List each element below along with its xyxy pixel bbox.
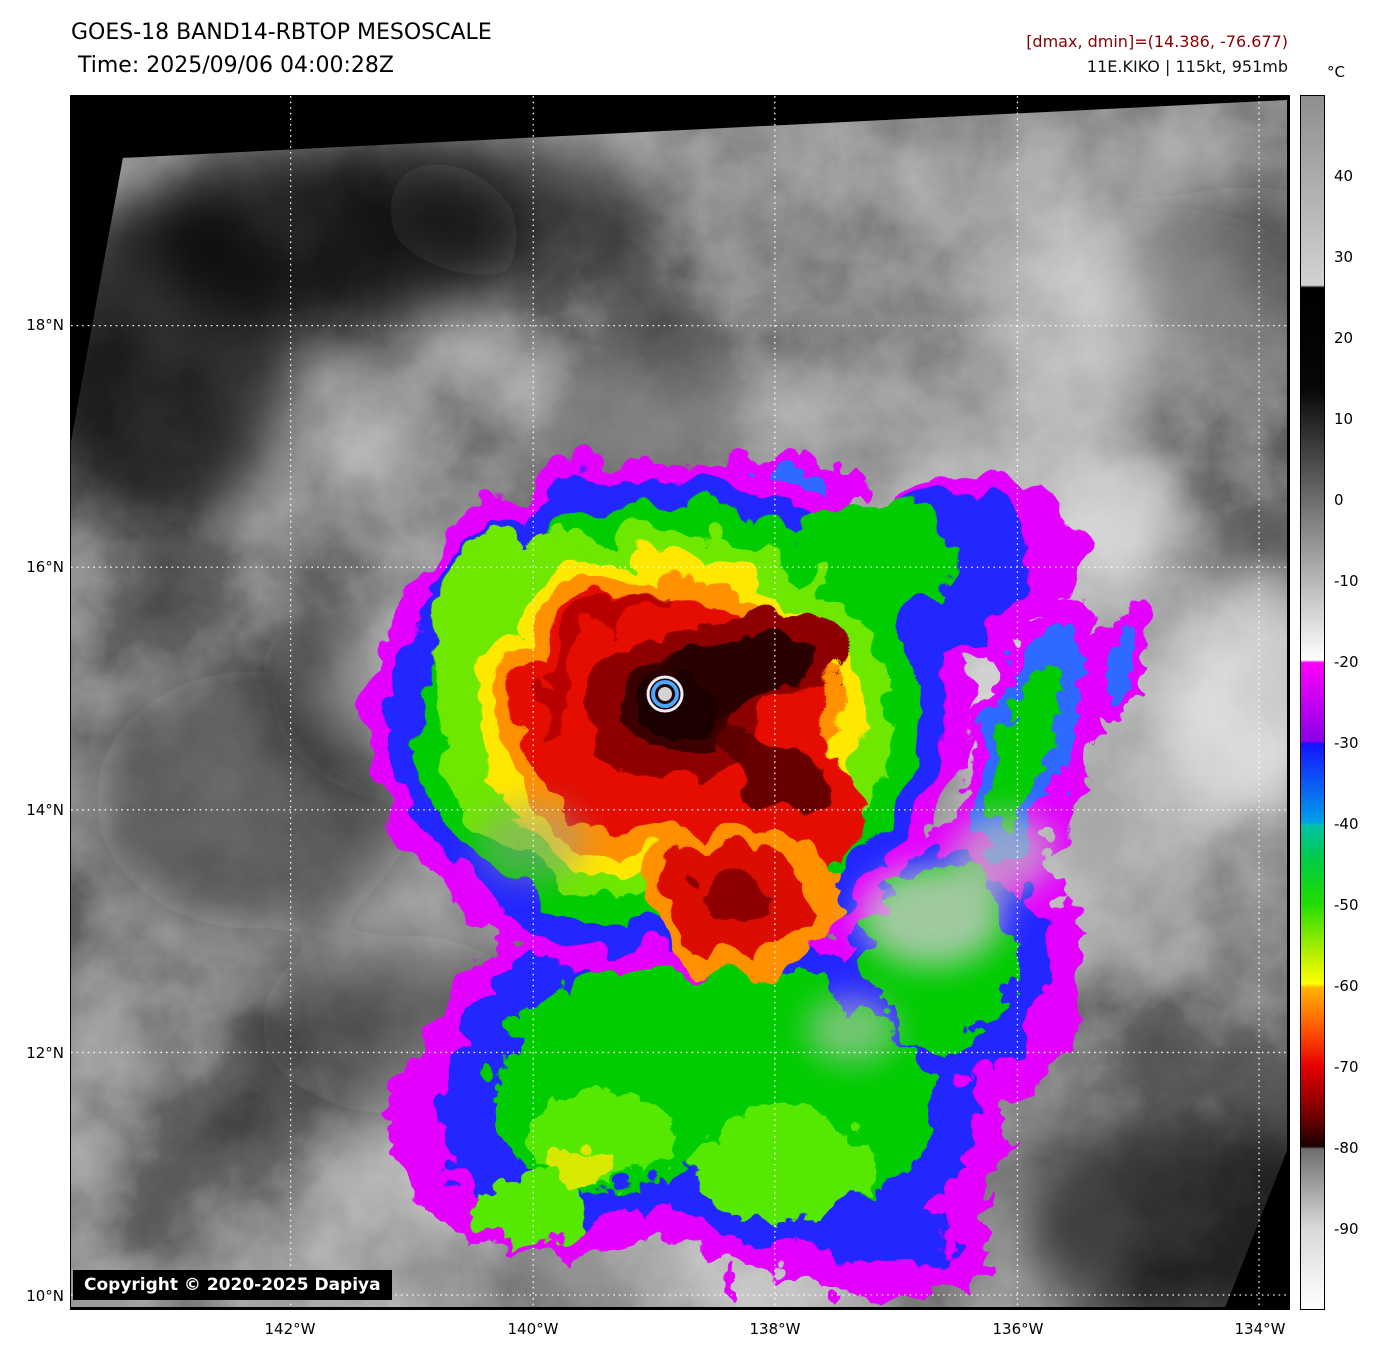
- lon-tick-138w: 138°W: [749, 1320, 801, 1338]
- hurricane-eye: [646, 675, 684, 713]
- lon-tick-136w: 136°W: [992, 1320, 1044, 1338]
- colorbar-unit-label: °C: [1327, 63, 1345, 81]
- figure-time: Time: 2025/09/06 04:00:28Z: [78, 53, 394, 78]
- colorbar-tick-label: 20: [1334, 329, 1354, 347]
- lon-tick-142w: 142°W: [264, 1320, 316, 1338]
- satellite-data-region: [71, 99, 1288, 1308]
- colorbar-tick-label: 30: [1334, 248, 1354, 266]
- colorbar-tick-label: -80: [1334, 1139, 1359, 1157]
- colorbar-tick-label: -70: [1334, 1058, 1359, 1076]
- colorbar-tick-label: -10: [1334, 572, 1359, 590]
- lat-tick-12n: 12°N: [26, 1044, 64, 1062]
- colorbar-ticks: 40 30 20 10 0 -10 -20 -30 -40 -50 -60 -70 -80 -90: [1334, 95, 1386, 1310]
- colorbar-tick-label: 10: [1334, 410, 1354, 428]
- storm-info-readout: 11E.KIKO | 115kt, 951mb: [1086, 57, 1288, 76]
- copyright-badge: Copyright © 2020-2025 Dapiya: [73, 1270, 392, 1300]
- lat-tick-14n: 14°N: [26, 801, 64, 819]
- satellite-map-canvas: Copyright © 2020-2025 Dapiya: [70, 95, 1290, 1310]
- colorbar-tick-label: 0: [1334, 491, 1344, 509]
- lon-tick-140w: 140°W: [507, 1320, 559, 1338]
- colorbar-tick-label: -40: [1334, 815, 1359, 833]
- lon-tick-134w: 134°W: [1234, 1320, 1286, 1338]
- colorbar-tick-label: 40: [1334, 167, 1354, 185]
- lat-tick-18n: 18°N: [26, 316, 64, 334]
- colorbar-tick-label: -50: [1334, 896, 1359, 914]
- cloud-gaps: [477, 802, 1057, 1064]
- lat-tick-10n: 10°N: [26, 1287, 64, 1305]
- colorbar-tick-label: -60: [1334, 977, 1359, 995]
- grid-lines: [71, 96, 1289, 1309]
- colorbar-tick-label: -90: [1334, 1220, 1359, 1238]
- colorbar-tick-label: -30: [1334, 734, 1359, 752]
- figure-title: GOES-18 BAND14-RBTOP MESOSCALE: [71, 20, 492, 45]
- colorbar-tick-label: -20: [1334, 653, 1359, 671]
- satellite-image: [71, 96, 1289, 1309]
- colorbar-gradient: [1300, 95, 1325, 1310]
- lat-tick-16n: 16°N: [26, 558, 64, 576]
- dmax-dmin-readout: [dmax, dmin]=(14.386, -76.677): [1026, 32, 1288, 51]
